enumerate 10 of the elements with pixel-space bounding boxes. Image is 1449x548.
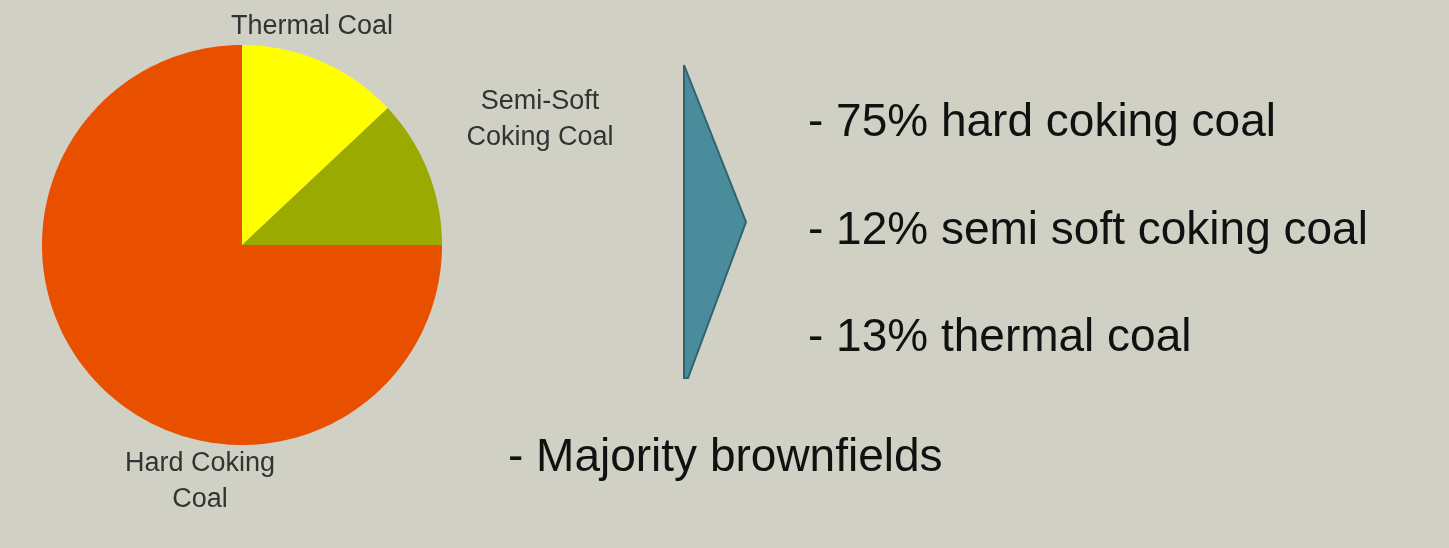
- slice-label: Thermal Coal: [230, 10, 394, 41]
- slice-label: Semi-Soft Coking Coal: [466, 85, 614, 151]
- text: - 75% hard coking coal: [808, 94, 1276, 147]
- pie-slice: [242, 108, 442, 245]
- pie-slice: [242, 45, 388, 245]
- text: - 12% semi soft coking coal: [808, 202, 1368, 255]
- slice-label: Hard Coking Coal: [124, 447, 276, 513]
- text: - 13% thermal coal: [808, 309, 1192, 362]
- text: - Majority brownfields: [508, 429, 943, 482]
- pie-slice: [42, 45, 442, 445]
